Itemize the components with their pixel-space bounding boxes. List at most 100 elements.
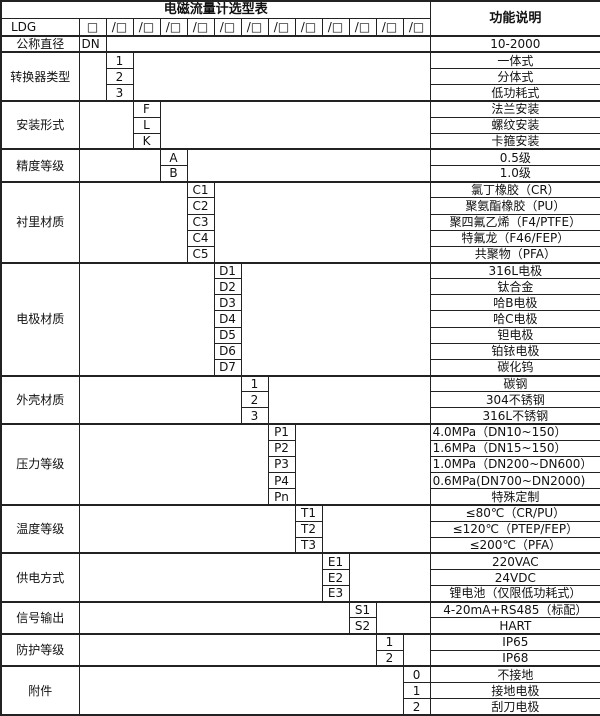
spacer-cell xyxy=(213,180,431,264)
spacer-cell xyxy=(348,552,431,603)
spacer-cell xyxy=(321,503,431,554)
function-cell: 4.0MPa（DN10~150） xyxy=(429,423,600,441)
code-cell: C5 xyxy=(186,245,215,264)
table-row: 供电方式 E1 220VAC xyxy=(0,552,600,603)
code-cell: C3 xyxy=(186,213,215,231)
table-row: 安装形式 F 法兰安装 xyxy=(0,99,600,150)
table-row: C4 特氟龙（F46/FEP） xyxy=(1,229,600,247)
function-cell: 聚四氟乙烯（F4/PTFE） xyxy=(429,213,600,231)
code-cell: DN xyxy=(78,35,107,53)
category-label: 附件 xyxy=(0,665,80,716)
code-cell: P2 xyxy=(267,439,296,457)
function-cell: ≤80℃（CR/PU） xyxy=(429,503,600,522)
function-cell: 304不锈钢 xyxy=(429,391,600,409)
table-row: 防护等级 1 IP65 xyxy=(0,633,600,667)
table-row: 2 304不锈钢 xyxy=(1,391,600,409)
code-cell: F xyxy=(132,99,161,118)
function-cell: 螺纹安装 xyxy=(429,116,600,134)
function-cell: 10-2000 xyxy=(429,35,600,53)
table-row: 信号输出 S1 4-20mA+RS485（标配） xyxy=(0,600,600,635)
table-row: 转换器类型 1 一体式 xyxy=(0,51,600,102)
table-row: 2 刮刀电极 xyxy=(1,698,600,716)
function-cell: 哈B电极 xyxy=(429,294,600,312)
model-code-box: /□ xyxy=(132,17,161,37)
code-cell: Pn xyxy=(267,488,296,506)
table-row: D7 碳化钨 xyxy=(1,358,600,377)
spacer-cell xyxy=(78,374,242,425)
table-row: 1 接地电极 xyxy=(1,682,600,700)
code-cell: B xyxy=(159,165,188,183)
function-cell: 法兰安装 xyxy=(429,99,600,118)
code-cell: 0 xyxy=(402,665,431,684)
table-row: 压力等级 P1 4.0MPa（DN10~150） xyxy=(0,423,600,506)
spacer-cell xyxy=(78,503,296,554)
code-cell: E3 xyxy=(321,585,350,603)
table-row: 精度等级 A 0.5级 xyxy=(0,148,600,183)
function-cell: 碳化钨 xyxy=(429,358,600,377)
code-cell: C1 xyxy=(186,180,215,199)
table-row: 外壳材质 1 碳钢 xyxy=(0,374,600,425)
code-cell: D1 xyxy=(213,261,242,280)
code-cell: D3 xyxy=(213,294,242,312)
function-cell: 24VDC xyxy=(429,568,600,587)
code-cell: 2 xyxy=(402,698,431,716)
code-cell: E1 xyxy=(321,552,350,570)
spacer-cell xyxy=(132,51,431,102)
code-cell: C4 xyxy=(186,229,215,247)
model-code-box: /□ xyxy=(105,17,134,37)
code-cell: 2 xyxy=(375,649,404,667)
table-row: D5 钽电极 xyxy=(1,326,600,344)
model-code-box: /□ xyxy=(213,17,242,37)
function-cell: ≤120℃（PTEP/FEP） xyxy=(429,520,600,538)
code-cell: P3 xyxy=(267,455,296,474)
table-row: E3 锂电池（仅限低功耗式） xyxy=(1,585,600,603)
spacer-cell xyxy=(78,552,323,603)
function-cell: 1.0MPa（DN200~DN600） xyxy=(429,455,600,474)
function-cell: 哈C电极 xyxy=(429,310,600,328)
code-cell: D2 xyxy=(213,278,242,296)
spacer-cell xyxy=(105,35,431,53)
code-cell: T1 xyxy=(294,503,323,522)
table-header-row: 电磁流量计选型表 功能说明 xyxy=(0,0,600,37)
spacer-cell xyxy=(159,99,431,150)
table-row: P2 1.6MPa（DN15~150） xyxy=(1,439,600,457)
spacer-cell xyxy=(402,633,431,667)
category-label: 精度等级 xyxy=(0,148,80,183)
function-cell: 316L电极 xyxy=(429,261,600,280)
function-cell: 锂电池（仅限低功耗式） xyxy=(429,585,600,603)
spacer-cell xyxy=(78,148,161,183)
function-cell: 4-20mA+RS485（标配） xyxy=(429,600,600,619)
function-cell: 不接地 xyxy=(429,665,600,684)
spacer-cell xyxy=(375,600,431,635)
function-cell: 316L不锈钢 xyxy=(429,407,600,425)
table-row: T3 ≤200℃（PFA） xyxy=(1,536,600,554)
code-cell: 1 xyxy=(402,682,431,700)
spacer-cell xyxy=(78,99,134,150)
model-code-box: /□ xyxy=(321,17,350,37)
table-row: 衬里材质 C1 氯丁橡胶（CR） xyxy=(0,180,600,264)
code-cell: 3 xyxy=(105,84,134,102)
table-row: T2 ≤120℃（PTEP/FEP） xyxy=(1,520,600,538)
model-code-box-first: □ xyxy=(78,17,107,37)
page-title: 电磁流量计选型表 xyxy=(0,0,431,19)
function-cell: 1.0级 xyxy=(429,165,600,183)
model-prefix: LDG xyxy=(0,17,80,37)
table-row: 3 316L不锈钢 xyxy=(1,407,600,425)
category-label: 电极材质 xyxy=(0,261,80,377)
spacer-cell xyxy=(78,180,188,264)
code-cell: K xyxy=(132,132,161,150)
code-cell: 3 xyxy=(240,407,269,425)
code-cell: S1 xyxy=(348,600,377,619)
category-label: 公称直径 xyxy=(0,35,80,53)
category-label: 压力等级 xyxy=(0,423,80,506)
model-code-box: /□ xyxy=(267,17,296,37)
model-code-box: /□ xyxy=(294,17,323,37)
category-label: 转换器类型 xyxy=(0,51,80,102)
category-label: 外壳材质 xyxy=(0,374,80,425)
table-row: 3 低功耗式 xyxy=(1,84,600,102)
function-cell: IP68 xyxy=(429,649,600,667)
table-row: P3 1.0MPa（DN200~DN600） xyxy=(1,455,600,474)
code-cell: D6 xyxy=(213,342,242,360)
